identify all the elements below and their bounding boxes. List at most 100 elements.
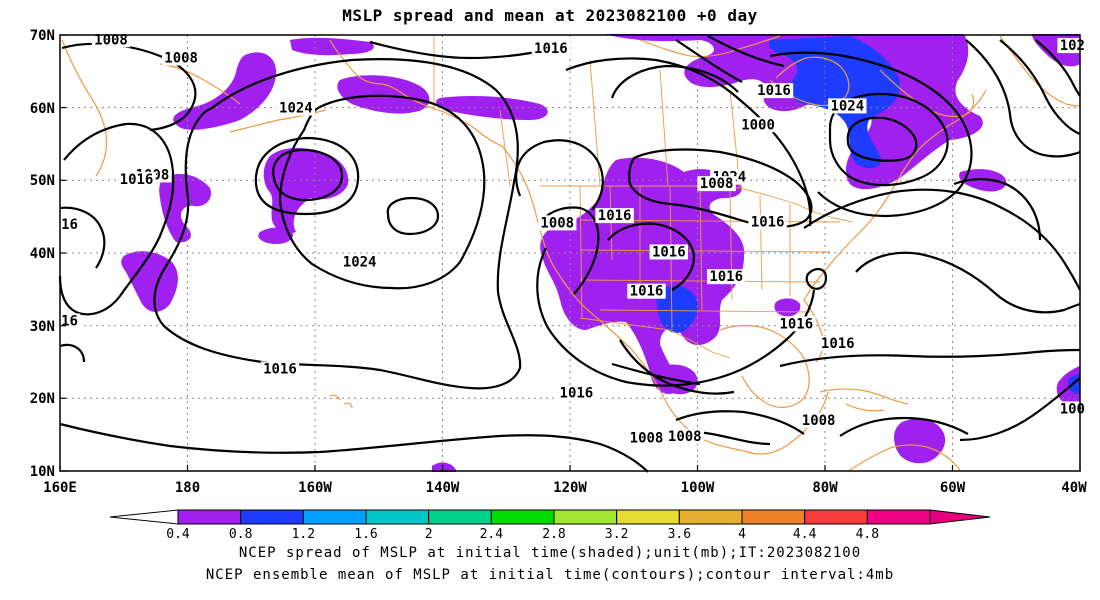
colorbar: 0.4 0.8 1.2 1.6 2 2.4 2.8 3.2 3.6 4 4.4 4.8 [109,509,991,542]
figure-title: MSLP spread and mean at 2023082100 +0 da… [342,6,757,25]
contour-label-text: 1016 [598,208,632,224]
contour-label: 1008 [799,413,838,429]
contour-label: 1016 [649,244,689,260]
lon-tick-label: 160E [43,480,77,496]
colorbar-tick-label: 2.8 [542,527,565,542]
contour-label: 1008 [697,176,736,192]
contour-label-text: 1008 [540,215,574,231]
lat-tick-label: 30N [30,319,55,335]
contour-label-background [276,100,316,116]
spread-region-tropical-east [894,418,946,464]
contour-label: 1016 [595,208,634,224]
spread-region-north-bc [337,75,430,114]
contour-label-text: 16 [61,217,78,233]
lat-tick-label: 20N [30,391,55,407]
contour-label: 1016 [557,385,596,401]
contour-pacific-1016-outer [153,58,522,390]
contour-canada-1000 [846,116,918,162]
coast-kamchatka [61,39,108,177]
colorbar-segment [804,509,868,525]
colorbar-tick-label: 4 [738,527,746,542]
contour-label-text: 1016 [263,361,297,377]
coast-caribbean [819,388,909,412]
contour-label-background [58,216,81,232]
contour-label: 1024 [340,254,379,271]
contour-canada-1008 [828,92,949,187]
contour-label-background [340,254,379,270]
lon-tick-label: 80W [812,480,838,496]
contour-label: 1008 [665,429,704,445]
contour-label-text: 1008 [630,430,664,446]
contour-label-background [538,215,577,231]
spread-region-west [121,251,178,312]
contour-label-text: 1016 [757,83,791,99]
contour-label: 1016 [748,214,787,231]
contour-labels: 1008100810161016102410081016102410161008… [58,32,1088,446]
colorbar-segment [490,509,555,525]
contour-label-text: 1016 [779,316,813,332]
contour-label: 1024 [828,98,867,114]
contour-label-background [665,429,704,445]
colorbar-tick-label: 4.4 [793,527,817,542]
contour-label-text: 100 [1060,401,1085,417]
colorbar-segment [741,509,806,525]
lon-tick-label: 160W [298,480,332,496]
contour-tropical-1008-c [839,416,969,437]
contour-label-text: 1016 [652,244,686,260]
us-mexico-border [579,317,731,359]
contour-label: 16 [58,313,81,329]
contour-label-background [828,98,867,114]
axis-ticks [59,34,1081,472]
lat-tick-label: 50N [30,173,55,189]
contour-label: 1016 [818,336,857,352]
contour-label-text: 1024 [279,101,313,117]
contour-label: 1016 [754,83,794,99]
contour-label: 100 [1057,401,1088,417]
spread-region-tropical-pacific [432,462,456,472]
contour-aleutian-low [272,148,344,202]
contour-tropical-1008-d [959,377,1081,442]
contour-label: 1016 [260,361,300,377]
coast-hudson-bay [769,56,850,107]
contour-us-1016-main [565,57,812,227]
spread-region-gulf-small [258,227,294,244]
spread-region-newfoundland [959,169,1007,192]
contour-west-1016 [59,206,106,269]
contour-label: 1024 [276,100,316,117]
contour-label: 1008 [91,32,131,48]
canada-province-lines [499,59,741,189]
lon-tick-label: 60W [940,480,966,496]
contour-greenland-1024 [965,39,1081,158]
contour-label-text: 1016 [751,215,785,231]
colorbar-high-end [929,509,991,525]
contour-west-south-1016 [59,343,86,363]
coast-florida [803,299,824,363]
contour-label: 1008 [161,50,201,66]
coast-arctic-islands [639,35,781,58]
colorbar-segment [177,509,242,525]
contour-us-west-1008 [541,206,600,295]
spread-region-us-east-small [774,298,801,317]
contour-hudson-lines [675,35,785,83]
colorbar-tick-label: 4.8 [856,527,879,542]
contour-label-background [777,316,816,332]
colorbar-tick-label: 1.6 [354,527,377,542]
coast-greenland [999,35,1081,107]
coast-east-na [803,89,987,301]
coast-west-na [501,145,749,453]
contour-label-text: 1016 [630,284,664,300]
contour-label-text: 1024 [343,255,377,271]
contour-tropical-1016-e [611,362,701,386]
contour-tropical-pacific [59,422,649,473]
contour-label-text: 1016 [709,269,743,285]
lon-tick-label: 180 [175,480,200,496]
colorbar-tick-label: 0.4 [166,527,190,542]
lat-tick-label: 10N [30,464,55,480]
coast-bering [159,63,241,105]
contour-label-text: 1016 [821,336,855,352]
lon-axis-labels: 160E 180 160W 140W 120W 100W 80W 60W 40W [43,480,1087,496]
spread-region-aleutian [173,52,277,130]
contour-label-background [627,283,666,299]
coastlines [61,35,1081,471]
